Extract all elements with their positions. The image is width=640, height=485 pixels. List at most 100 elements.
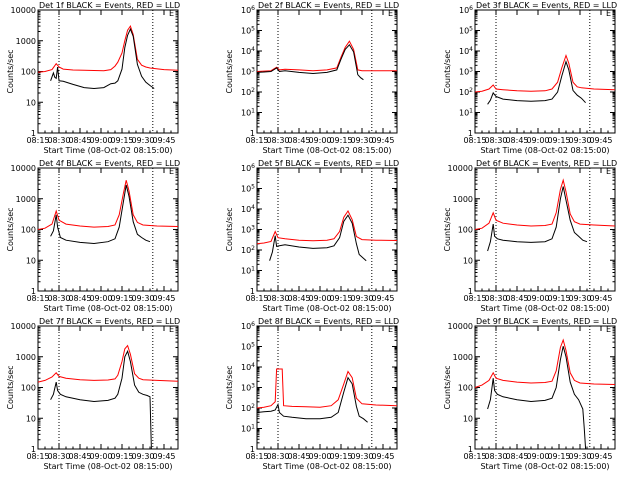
x-axis-label-3f: Start Time (08-Oct-02 08:15:00) <box>480 146 609 155</box>
panel-title-1f: Det 1f BLACK = Events, RED = LLD <box>39 1 180 10</box>
panel-title-2f: Det 2f BLACK = Events, RED = LLD <box>258 1 399 10</box>
x-tick-label-6f: 09:15 <box>547 294 570 303</box>
y-axis-label-4f: Counts/sec <box>6 207 15 251</box>
x-axis-label-6f: Start Time (08-Oct-02 08:15:00) <box>480 304 609 313</box>
panel-title-5f: Det 5f BLACK = Events, RED = LLD <box>258 159 399 168</box>
y-axis-label-3f: Counts/sec <box>443 49 452 93</box>
x-tick-label-7f: 09:30 <box>131 452 154 461</box>
lld-series-line-5f <box>256 210 398 245</box>
y-tick-label-8f: 103 <box>241 383 255 393</box>
x-tick-label-9f: 08:45 <box>505 452 528 461</box>
x-tick-label-3f: 08:15 <box>463 136 486 145</box>
x-axis-label-1f: Start Time (08-Oct-02 08:15:00) <box>43 146 172 155</box>
y-tick-label-1f: 10 <box>26 98 36 107</box>
events-series-line-4f <box>50 184 151 245</box>
y-axis-label-1f: Counts/sec <box>6 49 15 93</box>
lld-series-line-3f <box>474 53 616 93</box>
x-tick-label-3f: 09:00 <box>526 136 549 145</box>
panel-title-9f: Det 9f BLACK = Events, RED = LLD <box>476 317 617 326</box>
y-tick-label-4f: 10 <box>26 256 36 265</box>
x-tick-label-7f: 08:45 <box>68 452 91 461</box>
panel-marker-2f: E <box>388 9 393 18</box>
panel-title-6f: Det 6f BLACK = Events, RED = LLD <box>476 159 617 168</box>
panel-marker-6f: E <box>606 167 611 176</box>
events-series-line-1f <box>50 27 155 90</box>
y-axis-label-5f: Counts/sec <box>225 207 234 251</box>
x-tick-label-9f: 09:00 <box>526 452 549 461</box>
x-tick-label-1f: 08:15 <box>26 136 49 145</box>
events-series-line-8f <box>256 376 368 423</box>
y-tick-label-3f: 105 <box>459 26 473 36</box>
x-tick-label-5f: 08:30 <box>266 294 289 303</box>
y-tick-label-4f: 100 <box>21 226 36 235</box>
x-tick-label-2f: 08:30 <box>266 136 289 145</box>
x-tick-label-6f: 08:45 <box>505 294 528 303</box>
x-tick-label-6f: 09:45 <box>589 294 612 303</box>
y-tick-label-5f: 103 <box>241 225 255 235</box>
y-tick-label-9f: 10 <box>463 414 473 423</box>
x-tick-label-1f: 09:15 <box>110 136 133 145</box>
panel-marker-5f: E <box>388 167 393 176</box>
y-tick-label-1f: 10000 <box>11 6 36 15</box>
lld-series-line-2f <box>256 40 397 72</box>
x-tick-label-5f: 09:00 <box>308 294 331 303</box>
x-tick-label-5f: 08:45 <box>287 294 310 303</box>
x-axis-label-8f: Start Time (08-Oct-02 08:15:00) <box>262 462 391 471</box>
lld-series-line-8f <box>256 368 398 409</box>
y-tick-label-8f: 105 <box>241 342 255 352</box>
y-tick-label-3f: 1 <box>468 129 473 138</box>
x-tick-label-5f: 09:45 <box>371 294 394 303</box>
y-axis-label-8f: Counts/sec <box>225 365 234 409</box>
x-tick-label-5f: 08:15 <box>245 294 268 303</box>
x-tick-label-7f: 09:00 <box>89 452 112 461</box>
x-tick-label-2f: 09:45 <box>371 136 394 145</box>
y-axis-label-9f: Counts/sec <box>443 365 452 409</box>
panel-title-4f: Det 4f BLACK = Events, RED = LLD <box>39 159 180 168</box>
lld-series-line-6f <box>474 178 616 230</box>
x-tick-label-1f: 09:30 <box>131 136 154 145</box>
y-tick-label-5f: 104 <box>241 204 255 214</box>
y-tick-label-1f: 1 <box>31 129 36 138</box>
events-series-line-5f <box>269 214 367 262</box>
x-tick-label-7f: 09:45 <box>152 452 175 461</box>
x-tick-label-9f: 08:15 <box>463 452 486 461</box>
y-tick-label-4f: 1000 <box>16 195 36 204</box>
y-axis-label-7f: Counts/sec <box>6 365 15 409</box>
panel-marker-8f: E <box>388 325 393 334</box>
x-tick-label-3f: 08:45 <box>505 136 528 145</box>
x-tick-label-3f: 09:45 <box>589 136 612 145</box>
y-tick-label-2f: 1 <box>250 129 255 138</box>
x-tick-label-2f: 09:30 <box>350 136 373 145</box>
y-tick-label-8f: 102 <box>241 403 255 413</box>
events-series-line-6f <box>487 186 588 252</box>
x-tick-label-4f: 09:15 <box>110 294 133 303</box>
panel-title-8f: Det 8f BLACK = Events, RED = LLD <box>258 317 399 326</box>
events-series-line-2f <box>256 43 364 81</box>
x-tick-label-8f: 09:45 <box>371 452 394 461</box>
y-tick-label-5f: 105 <box>241 184 255 194</box>
x-tick-label-4f: 08:15 <box>26 294 49 303</box>
x-tick-label-8f: 08:30 <box>266 452 289 461</box>
y-tick-label-9f: 10000 <box>448 322 473 331</box>
x-tick-label-2f: 08:45 <box>287 136 310 145</box>
x-tick-label-1f: 08:30 <box>47 136 70 145</box>
y-tick-label-6f: 1 <box>468 287 473 296</box>
x-tick-label-8f: 09:00 <box>308 452 331 461</box>
x-axis-label-4f: Start Time (08-Oct-02 08:15:00) <box>43 304 172 313</box>
panel-title-3f: Det 3f BLACK = Events, RED = LLD <box>476 1 617 10</box>
x-axis-label-2f: Start Time (08-Oct-02 08:15:00) <box>262 146 391 155</box>
y-tick-label-6f: 100 <box>458 226 473 235</box>
y-tick-label-3f: 103 <box>459 67 473 77</box>
x-tick-label-6f: 09:30 <box>568 294 591 303</box>
x-tick-label-3f: 09:30 <box>568 136 591 145</box>
x-tick-label-3f: 09:15 <box>547 136 570 145</box>
lld-series-line-9f <box>474 338 616 388</box>
x-axis-label-5f: Start Time (08-Oct-02 08:15:00) <box>262 304 391 313</box>
x-tick-label-3f: 08:30 <box>484 136 507 145</box>
y-axis-label-2f: Counts/sec <box>225 49 234 93</box>
y-tick-label-1f: 100 <box>21 68 36 77</box>
y-tick-label-3f: 102 <box>459 87 473 97</box>
x-tick-label-1f: 08:45 <box>68 136 91 145</box>
x-tick-label-8f: 09:15 <box>329 452 352 461</box>
events-series-line-7f <box>50 349 152 450</box>
